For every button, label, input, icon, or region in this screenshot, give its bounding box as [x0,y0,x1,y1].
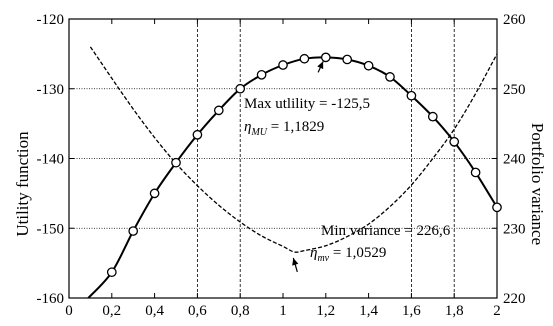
x-tick-label-0: 0 [65,303,73,319]
y2-tick-label-4: 220 [503,291,526,307]
utility-point-14 [406,90,417,101]
max-eta-value: = 1,1829 [267,119,324,135]
axes [68,18,498,299]
utility-point-4 [192,129,203,140]
utility-point-15 [427,111,438,122]
utility-point-0 [106,267,117,278]
tick-labels: 0 0,2 0,4 0,6 0,8 1 1,2 1,4 1,6 1,8 2 -120 -130 -140 -… [37,12,526,319]
annotations: Max utlility = -125,5 ηMU = 1,1829 Min v… [244,61,451,273]
variance-series [89,46,498,253]
utility-point-8 [278,60,288,70]
utility-point-13 [385,72,395,82]
y2-tick-label-1: 250 [503,82,526,98]
y-tick-label-0: -120 [37,12,65,28]
utility-point-7 [256,69,267,80]
utility-point-5 [213,105,224,116]
grid-lines [69,19,497,298]
x-tick-label-10: 2 [493,303,501,319]
utility-point-6 [235,83,246,94]
max-eta-symbol: η [244,119,251,135]
x-tick-label-8: 1,6 [402,303,421,319]
utility-series [87,52,502,299]
min-eta-symbol: η [310,245,317,261]
x-tick-label-9: 1,8 [445,303,464,319]
min-eta-subscript: mv [317,253,329,264]
utility-point-17 [470,167,481,178]
utility-point-18 [492,202,502,213]
min-eta-annotation: ηmv = 1,0529 [310,245,386,264]
y2-tick-label-2: 240 [503,152,526,168]
x-tick-label-2: 0,4 [145,303,164,319]
utility-point-11 [342,54,353,65]
utility-point-1 [128,226,139,236]
utility-line [87,56,498,299]
y-tick-label-4: -160 [37,291,65,307]
min-eta-value: = 1,0529 [329,245,386,261]
annotation-arrows [292,61,324,273]
utility-point-2 [149,188,160,199]
min-arrow-head [292,258,299,266]
utility-point-3 [171,157,181,168]
max-arrow-head [317,61,324,70]
y2-axis-title: Portfolio variance [528,123,547,245]
y2-tick-label-0: 260 [503,12,526,28]
x-tick-label-6: 1,2 [316,303,335,319]
x-tick-label-3: 0,6 [188,303,207,319]
x-tick-label-5: 1 [279,303,287,319]
y-tick-label-1: -130 [37,82,65,98]
x-tick-label-7: 1,4 [359,303,378,319]
y-tick-label-3: -150 [37,221,65,237]
min-variance-annotation: Min variance = 226,6 [321,223,451,239]
max-utility-annotation: Max utlility = -125,5 [244,96,370,112]
utility-point-12 [363,60,374,71]
variance-line [89,46,498,253]
y-axis-title: Utility function [13,131,32,237]
max-eta-annotation: ηMU = 1,1829 [244,119,324,138]
x-tick-label-1: 0,2 [102,303,121,319]
y-tick-label-2: -140 [37,152,65,168]
utility-point-10 [320,52,331,63]
utility-point-16 [449,136,460,147]
utility-point-9 [299,53,310,64]
y2-tick-label-3: 230 [503,221,526,237]
max-eta-subscript: MU [250,127,267,138]
x-tick-label-4: 0,8 [231,303,250,319]
